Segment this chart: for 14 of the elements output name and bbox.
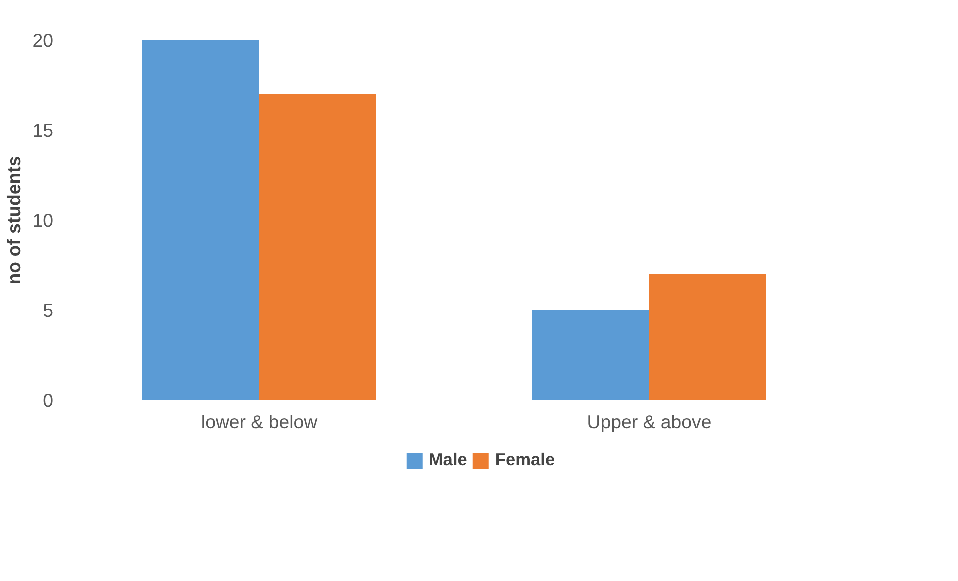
y-tick-label: 20 [32,30,54,51]
bar [260,94,376,400]
bar [142,40,260,400]
legend-label: Female [495,450,556,470]
y-axis-title: no of students [4,156,25,285]
x-tick-label: lower & below [201,412,318,432]
bar [532,310,650,400]
x-tick-label: Upper & above [587,412,712,432]
y-tick-label: 10 [32,210,54,231]
bar [650,274,766,400]
y-tick-label: 15 [32,120,54,141]
y-tick-label: 0 [43,390,54,411]
legend-label: Male [428,450,468,470]
y-tick-label: 5 [43,300,54,321]
